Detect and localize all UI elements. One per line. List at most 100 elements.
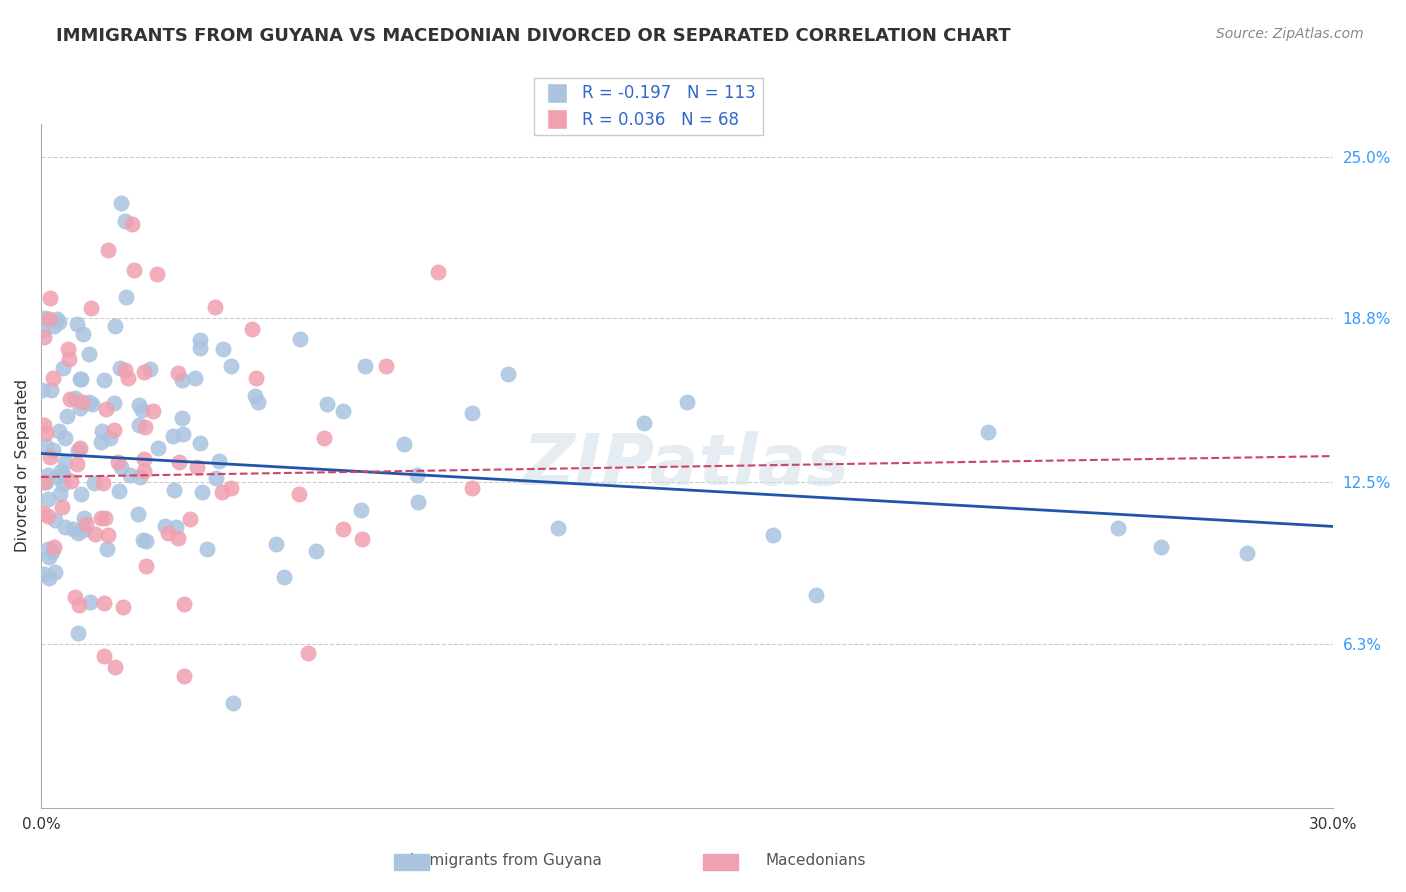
Immigrants from Guyana [762, 528, 785, 542]
Macedonians [245, 371, 267, 385]
Immigrants from Guyana [350, 502, 373, 516]
Immigrants from Guyana [108, 361, 131, 376]
Immigrants from Guyana [806, 588, 828, 602]
Macedonians [69, 442, 91, 456]
Immigrants from Guyana [53, 520, 76, 534]
Immigrants from Guyana [110, 195, 132, 210]
Immigrants from Guyana [547, 521, 569, 535]
Macedonians [93, 648, 115, 663]
Immigrants from Guyana [67, 626, 90, 640]
Immigrants from Guyana [135, 534, 157, 549]
Immigrants from Guyana [73, 510, 96, 524]
Immigrants from Guyana [304, 544, 326, 558]
Immigrants from Guyana [53, 455, 76, 469]
Immigrants from Guyana [48, 425, 70, 439]
Macedonians [167, 455, 190, 469]
Immigrants from Guyana [139, 361, 162, 376]
Immigrants from Guyana [170, 411, 193, 425]
Immigrants from Guyana [1107, 520, 1129, 534]
Immigrants from Guyana [37, 491, 59, 506]
Immigrants from Guyana [165, 520, 187, 534]
Macedonians [80, 301, 103, 315]
Macedonians [91, 475, 114, 490]
Immigrants from Guyana [204, 471, 226, 485]
Macedonians [142, 404, 165, 418]
Immigrants from Guyana [98, 431, 121, 445]
Macedonians [117, 371, 139, 385]
Immigrants from Guyana [496, 368, 519, 382]
Macedonians [34, 475, 56, 489]
Immigrants from Guyana [69, 401, 91, 415]
Macedonians [84, 526, 107, 541]
Macedonians [90, 511, 112, 525]
Immigrants from Guyana [42, 442, 65, 457]
Immigrants from Guyana [69, 372, 91, 386]
Macedonians [332, 522, 354, 536]
Immigrants from Guyana [354, 359, 377, 373]
Immigrants from Guyana [37, 467, 59, 482]
Immigrants from Guyana [90, 435, 112, 450]
Macedonians [63, 590, 86, 604]
Macedonians [156, 526, 179, 541]
Macedonians [132, 464, 155, 478]
Immigrants from Guyana [977, 425, 1000, 439]
Immigrants from Guyana [128, 398, 150, 412]
Macedonians [350, 532, 373, 546]
Macedonians [93, 511, 115, 525]
Macedonians [121, 218, 143, 232]
Immigrants from Guyana [56, 409, 79, 424]
Macedonians [32, 417, 55, 432]
Macedonians [39, 292, 62, 306]
Immigrants from Guyana [72, 326, 94, 341]
Macedonians [66, 457, 89, 471]
Legend: R = -0.197   N = 113, R = 0.036   N = 68: R = -0.197 N = 113, R = 0.036 N = 68 [534, 78, 762, 136]
Macedonians [34, 425, 56, 440]
Text: Immigrants from Guyana: Immigrants from Guyana [411, 854, 602, 868]
Immigrants from Guyana [63, 391, 86, 405]
Immigrants from Guyana [91, 424, 114, 438]
Immigrants from Guyana [32, 323, 55, 337]
Immigrants from Guyana [44, 319, 66, 334]
Immigrants from Guyana [190, 484, 212, 499]
Immigrants from Guyana [41, 544, 63, 558]
Immigrants from Guyana [129, 470, 152, 484]
Text: Source: ZipAtlas.com: Source: ZipAtlas.com [1216, 27, 1364, 41]
Immigrants from Guyana [1150, 541, 1173, 555]
Macedonians [103, 423, 125, 437]
Immigrants from Guyana [114, 214, 136, 228]
Immigrants from Guyana [67, 443, 90, 458]
Macedonians [42, 540, 65, 554]
Immigrants from Guyana [392, 436, 415, 450]
Macedonians [166, 531, 188, 545]
Macedonians [314, 432, 336, 446]
Macedonians [173, 669, 195, 683]
Macedonians [132, 365, 155, 379]
Immigrants from Guyana [46, 469, 69, 483]
Immigrants from Guyana [153, 519, 176, 533]
Y-axis label: Divorced or Separated: Divorced or Separated [15, 379, 30, 552]
Immigrants from Guyana [83, 475, 105, 490]
Immigrants from Guyana [246, 394, 269, 409]
Immigrants from Guyana [35, 439, 58, 453]
Macedonians [112, 600, 135, 615]
Immigrants from Guyana [34, 311, 56, 326]
Immigrants from Guyana [70, 372, 93, 386]
Immigrants from Guyana [70, 487, 93, 501]
Immigrants from Guyana [406, 467, 429, 482]
Immigrants from Guyana [44, 565, 66, 579]
Immigrants from Guyana [72, 523, 94, 537]
Immigrants from Guyana [39, 383, 62, 397]
Macedonians [69, 598, 91, 612]
Immigrants from Guyana [676, 394, 699, 409]
Text: IMMIGRANTS FROM GUYANA VS MACEDONIAN DIVORCED OR SEPARATED CORRELATION CHART: IMMIGRANTS FROM GUYANA VS MACEDONIAN DIV… [56, 27, 1011, 45]
Immigrants from Guyana [243, 389, 266, 403]
Immigrants from Guyana [146, 441, 169, 455]
Macedonians [42, 371, 65, 385]
Immigrants from Guyana [219, 359, 242, 373]
Macedonians [32, 506, 55, 520]
Immigrants from Guyana [53, 431, 76, 445]
Immigrants from Guyana [77, 394, 100, 409]
Immigrants from Guyana [49, 487, 72, 501]
Macedonians [59, 392, 82, 406]
Immigrants from Guyana [96, 541, 118, 556]
